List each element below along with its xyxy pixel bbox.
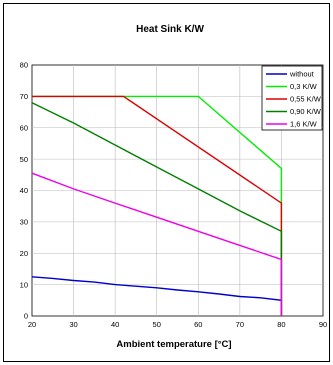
y-tick-label: 80 xyxy=(20,61,28,70)
y-tick-label: 30 xyxy=(20,218,28,227)
y-tick-label: 0 xyxy=(24,312,28,321)
legend-label: 1,6 K/W xyxy=(290,120,318,129)
chart-frame: 20 30 40 50 60 70 80 90 0 10 20 30 40 50 60 70 80 withou… xyxy=(3,3,330,362)
y-tick-label: 10 xyxy=(20,280,28,289)
y-tick-label: 20 xyxy=(20,249,28,258)
y-tick-label: 50 xyxy=(20,155,28,164)
x-tick-label: 30 xyxy=(69,320,77,329)
x-axis-label: Ambient temperature [°C] xyxy=(116,339,231,350)
series-line-1-6-k-w xyxy=(31,172,283,316)
legend-label: without xyxy=(289,70,315,79)
series-lines xyxy=(31,95,283,316)
legend-label: 0,3 K/W xyxy=(290,82,318,91)
x-tick-label: 40 xyxy=(111,320,119,329)
legend-box xyxy=(261,65,323,131)
series-line-without xyxy=(31,276,283,316)
x-tick-label: 90 xyxy=(319,320,327,329)
legend-label: 0,55 K/W xyxy=(290,95,322,104)
y-tick-label: 60 xyxy=(20,123,28,132)
x-tick-label: 20 xyxy=(28,320,36,329)
x-tick-label: 60 xyxy=(194,320,202,329)
series-line-0-90-k-w xyxy=(31,102,283,316)
x-tick-label: 50 xyxy=(153,320,161,329)
legend-label: 0,90 K/W xyxy=(290,107,322,116)
tick-labels: 20 30 40 50 60 70 80 90 0 10 20 30 40 50 60 70 80 xyxy=(20,61,328,329)
y-tick-label: 70 xyxy=(20,92,28,101)
x-tick-label: 70 xyxy=(236,320,244,329)
y-tick-label: 40 xyxy=(20,186,28,195)
chart-svg: 20 30 40 50 60 70 80 90 0 10 20 30 40 50 60 70 80 withou… xyxy=(20,24,328,350)
legend: without 0,3 K/W 0,55 K/W 0,90 K/W 1,6 K/W xyxy=(261,65,323,131)
x-tick-label: 80 xyxy=(277,320,285,329)
chart-title: Heat Sink K/W xyxy=(136,24,204,35)
